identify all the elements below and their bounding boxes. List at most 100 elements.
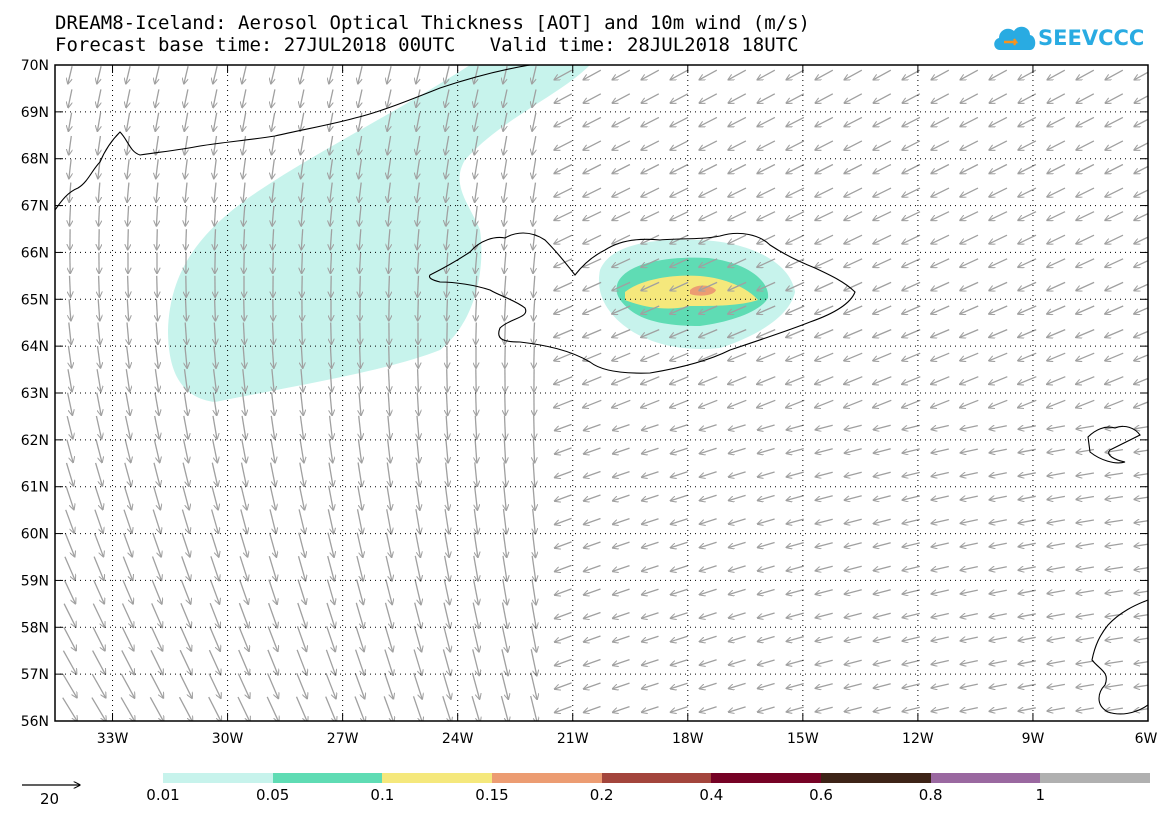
- wind-arrow: [728, 93, 747, 103]
- wind-arrow: [149, 696, 163, 721]
- wind-arrow: [127, 205, 128, 226]
- wind-arrow: [670, 706, 688, 713]
- wind-arrow: [388, 369, 389, 392]
- wind-arrow: [642, 424, 659, 431]
- wind-arrow: [157, 229, 158, 250]
- wind-arrow: [642, 518, 659, 525]
- wind-arrow: [97, 89, 102, 107]
- wind-arrow: [815, 281, 834, 290]
- wind-arrow: [960, 187, 979, 197]
- wind-arrow: [989, 281, 1008, 290]
- title-line-2: Forecast base time: 27JUL2018 00UTC Vali…: [55, 34, 799, 56]
- wind-arrow: [473, 509, 477, 534]
- wind-arrow: [330, 392, 332, 416]
- wind-arrow: [584, 564, 601, 572]
- wind-arrow: [989, 234, 1008, 244]
- wind-arrow: [873, 542, 891, 547]
- wind-arrow: [388, 392, 390, 415]
- wind-arrow: [699, 187, 718, 197]
- wind-arrow: [66, 415, 73, 439]
- wind-arrow: [699, 305, 718, 314]
- wind-arrow: [902, 329, 921, 338]
- wind-arrow: [98, 299, 100, 321]
- wind-arrow: [960, 659, 978, 665]
- wind-arrow: [931, 518, 949, 524]
- wind-arrow: [474, 89, 479, 108]
- wind-arrow: [786, 281, 805, 290]
- wind-arrow: [92, 650, 106, 675]
- wind-arrow: [728, 352, 747, 361]
- wind-arrow: [583, 211, 602, 221]
- wind-arrow: [844, 376, 863, 385]
- wind-arrow: [1076, 661, 1095, 664]
- wind-arrow: [902, 234, 921, 244]
- wind-arrow: [325, 649, 335, 675]
- wind-arrow: [69, 135, 72, 155]
- wind-arrow: [383, 696, 394, 721]
- wind-arrow: [902, 163, 921, 174]
- wind-arrow: [757, 471, 775, 477]
- wind-arrow: [414, 555, 420, 581]
- wind-arrow: [326, 579, 334, 605]
- wind-arrow: [642, 471, 659, 478]
- wind-arrow: [989, 163, 1008, 174]
- wind-arrow: [501, 602, 508, 629]
- wind-arrow: [728, 140, 747, 150]
- wind-arrow: [1047, 590, 1066, 593]
- wind-arrow: [931, 211, 950, 221]
- wind-arrow: [296, 626, 307, 651]
- wind-arrow: [416, 112, 420, 132]
- wind-arrow: [613, 682, 630, 689]
- wind-arrow: [1134, 567, 1148, 570]
- wind-arrow: [960, 495, 978, 500]
- wind-arrow: [1018, 352, 1037, 361]
- wind-arrow: [554, 399, 573, 407]
- wind-arrow: [388, 229, 390, 250]
- wind-arrow: [504, 205, 507, 226]
- wind-arrow: [153, 462, 160, 486]
- wind-arrow: [1018, 305, 1037, 314]
- wind-arrow: [99, 205, 100, 226]
- wind-arrow: [298, 509, 305, 533]
- wind-arrow: [728, 163, 747, 174]
- wind-arrow: [330, 229, 331, 250]
- wind-arrow: [533, 462, 535, 486]
- wind-arrow: [413, 649, 422, 676]
- wind-arrow: [329, 112, 333, 132]
- seevccc-logo: SEEVCCC: [990, 20, 1155, 60]
- lat-label: 62N: [21, 433, 49, 449]
- wind-arrow: [1134, 661, 1148, 664]
- wind-arrow: [446, 439, 448, 463]
- wind-arrow: [417, 182, 420, 203]
- wind-arrow: [902, 352, 921, 361]
- wind-arrow: [728, 424, 746, 430]
- wind-arrow: [989, 93, 1008, 103]
- wind-arrow: [185, 205, 186, 226]
- wind-arrow: [208, 649, 220, 675]
- wind-arrow: [786, 682, 804, 689]
- wind-arrow: [269, 509, 276, 533]
- wind-arrow: [960, 448, 978, 453]
- wind-arrow: [989, 69, 1008, 80]
- wind-arrow: [583, 140, 602, 150]
- wind-arrow: [1105, 93, 1124, 103]
- wind-arrow: [670, 659, 688, 666]
- wind-arrow: [728, 659, 746, 665]
- wind-arrow: [180, 579, 190, 604]
- wind-arrow: [873, 471, 891, 476]
- wind-arrow: [989, 305, 1008, 314]
- wind-arrow: [95, 415, 101, 439]
- wind-arrow: [150, 626, 162, 651]
- wind-arrow: [584, 517, 601, 525]
- wind-arrow: [989, 140, 1008, 150]
- wind-arrow: [670, 376, 689, 385]
- wind-arrow: [699, 93, 718, 103]
- wind-arrow: [240, 485, 247, 510]
- wind-arrow: [474, 112, 479, 131]
- wind-arrow: [844, 448, 862, 453]
- wind-arrow: [699, 424, 717, 430]
- wind-arrow: [1047, 614, 1066, 617]
- wind-arrow: [182, 439, 189, 462]
- wind-arrow: [1076, 399, 1095, 407]
- wind-arrow: [415, 485, 420, 510]
